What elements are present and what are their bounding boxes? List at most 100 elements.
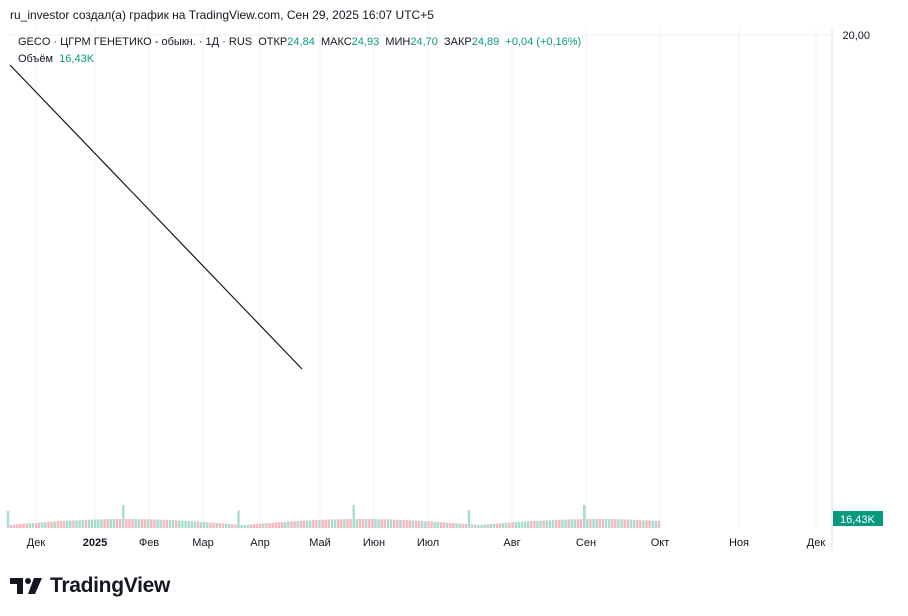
volume-bar	[125, 519, 128, 528]
volume-bar	[461, 523, 464, 528]
time-axis: Дек 2025 Фев Мар Апр Май Июн Июл Авг Сен Окт Ноя Дек	[27, 537, 826, 549]
volume-bar	[249, 524, 253, 528]
volume-bar	[265, 523, 268, 528]
volume-bar	[393, 519, 396, 528]
volume-bar	[598, 519, 601, 528]
volume-bar	[37, 522, 41, 528]
volume-bar	[470, 524, 474, 528]
volume-bar	[620, 519, 623, 528]
volume-bar	[115, 519, 119, 528]
volume-bar	[47, 521, 50, 528]
x-tick-label: Ноя	[729, 537, 749, 549]
volume-bar	[445, 522, 449, 528]
x-tick-label: Июл	[417, 537, 439, 549]
volume-bar	[237, 510, 240, 528]
volume-bar	[16, 524, 19, 528]
volume-bar	[340, 519, 343, 528]
chart-grid	[8, 28, 833, 550]
volume-bar	[13, 524, 16, 528]
volume-bar	[526, 521, 530, 528]
volume-bar	[168, 520, 172, 528]
volume-bar	[611, 519, 614, 528]
volume-bar	[389, 519, 393, 528]
volume-bar	[424, 521, 427, 528]
tradingview-logo[interactable]: TradingView	[10, 574, 170, 598]
volume-bar	[146, 519, 150, 528]
volume-bar	[561, 519, 564, 528]
volume-bar	[97, 519, 100, 528]
volume-bar	[159, 519, 162, 528]
symbol-legend: GECO · ЦГРМ ГЕНЕТИКО - обыкн. · 1Д · RUS…	[18, 36, 581, 48]
x-tick-label: Фев	[139, 537, 159, 549]
volume-bar	[81, 519, 84, 528]
volume-legend: Объём 16,43K	[18, 53, 94, 65]
volume-bar	[452, 523, 455, 528]
volume-bar	[106, 519, 109, 528]
volume-bar	[517, 521, 521, 528]
volume-bar	[44, 522, 47, 528]
volume-bar	[94, 519, 97, 528]
tradingview-logo-icon	[10, 578, 42, 594]
volume-bar	[143, 519, 147, 528]
volume-bar	[405, 520, 408, 528]
volume-bar	[567, 519, 570, 528]
volume-bar	[209, 522, 212, 528]
volume-bar	[31, 523, 35, 528]
volume-bar	[277, 522, 281, 528]
volume-bar	[6, 511, 10, 528]
high-label: МАКС	[320, 36, 352, 48]
volume-bar	[243, 524, 246, 528]
volume-bar	[72, 520, 75, 528]
volume-bar	[421, 520, 424, 528]
volume-bar	[305, 520, 309, 528]
trendline[interactable]	[9, 64, 303, 370]
volume-bar	[218, 523, 221, 528]
volume-bar	[511, 522, 514, 528]
volume-bar	[455, 523, 458, 528]
volume-bar	[296, 521, 299, 528]
volume-bar	[502, 523, 505, 528]
volume-bar	[349, 519, 352, 528]
volume-bar	[25, 523, 28, 528]
volume-bar	[635, 519, 639, 528]
volume-bar	[383, 519, 387, 528]
volume-bar	[651, 520, 654, 528]
volume-bar	[318, 519, 321, 528]
volume-bar	[592, 519, 595, 528]
low-label: МИН	[385, 36, 411, 48]
volume-bar	[187, 521, 190, 528]
volume-bar	[109, 519, 112, 528]
volume-bar	[607, 519, 611, 528]
volume-bar	[533, 520, 536, 528]
volume-bar	[414, 520, 418, 528]
volume-bar	[573, 519, 577, 528]
volume-bar	[184, 520, 187, 528]
volume-bar	[75, 520, 78, 528]
volume-bar	[601, 519, 605, 528]
volume-bar	[489, 524, 492, 528]
volume-bar	[427, 521, 430, 528]
volume-bar	[473, 524, 477, 528]
volume-bar	[408, 520, 411, 528]
volume-label: Объём	[18, 53, 54, 65]
volume-bar	[361, 519, 365, 528]
volume-tag: 16,43K	[840, 514, 876, 526]
volume-bar	[103, 519, 106, 528]
symbol-line[interactable]: GECO · ЦГРМ ГЕНЕТИКО - обыкн. · 1Д · RUS	[18, 36, 253, 48]
price-axis: 38,0036,0034,0032,0030,0028,0026,0024,00…	[842, 30, 870, 42]
volume-bar	[234, 524, 237, 528]
volume-bar	[343, 519, 346, 528]
x-tick-label: 2025	[83, 537, 107, 549]
x-tick-label: Июн	[363, 537, 385, 549]
volume-bar	[84, 519, 88, 528]
close-label: ЗАКР	[444, 36, 472, 48]
volume-bar	[570, 519, 573, 528]
volume-bar	[486, 524, 489, 528]
volume-bar	[523, 521, 527, 528]
volume-value: 16,43K	[59, 53, 95, 65]
volume-bar	[324, 519, 327, 528]
volume-bar	[100, 519, 103, 528]
volume-bar	[648, 520, 651, 528]
volume-bar	[321, 519, 324, 528]
